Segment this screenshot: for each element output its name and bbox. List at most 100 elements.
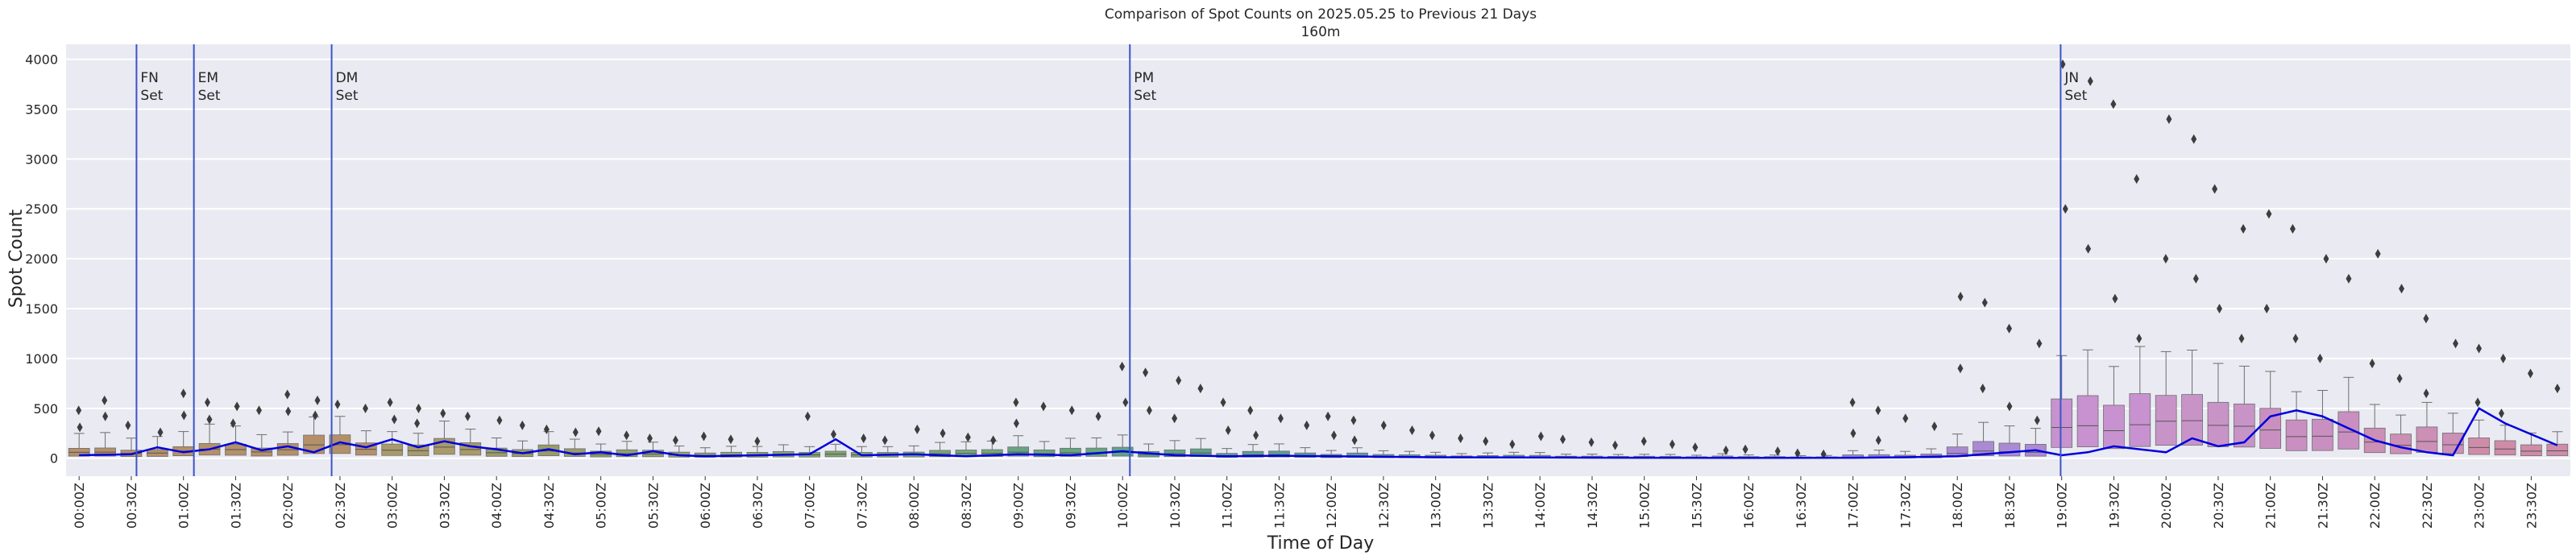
box — [2076, 395, 2099, 447]
x-tick-label: 21:30Z — [2315, 483, 2330, 529]
x-tick-label: 12:00Z — [1324, 483, 1339, 529]
vertical-marker-label: PM — [1134, 70, 1154, 86]
outlier-marker — [700, 431, 707, 442]
outlier-marker — [2166, 114, 2172, 124]
outlier-marker — [180, 410, 187, 421]
vertical-markers: FN Set EM Set DM Set PM Set JN Set — [135, 44, 2088, 476]
vertical-marker-label: Set — [198, 88, 221, 104]
outlier-marker — [1537, 431, 1544, 442]
outlier-marker — [1197, 384, 1204, 394]
box — [2520, 444, 2542, 457]
box — [2233, 403, 2255, 448]
x-tick-label: 11:00Z — [1220, 483, 1235, 529]
x-tick-label: 14:00Z — [1533, 483, 1548, 529]
x-tick-label: 12:30Z — [1376, 483, 1392, 529]
x-tick-label: 22:30Z — [2420, 483, 2435, 529]
x-tick-label: 07:00Z — [803, 483, 818, 529]
x-tick-label: 05:00Z — [594, 483, 609, 529]
outlier-marker — [391, 414, 397, 425]
box — [1033, 449, 1056, 458]
x-tick-label: 14:30Z — [1585, 483, 1600, 529]
outlier-marker — [2476, 343, 2483, 354]
outlier-marker — [1325, 411, 1331, 421]
box — [407, 444, 429, 456]
outlier-points — [76, 59, 2561, 459]
outlier-marker — [2423, 388, 2429, 399]
outlier-marker — [363, 403, 369, 413]
outlier-marker — [1612, 440, 1619, 450]
outlier-marker — [1331, 430, 1338, 441]
box — [2285, 419, 2308, 451]
x-tick-label: 15:30Z — [1689, 483, 1704, 529]
outlier-marker — [2191, 134, 2197, 144]
x-tick-label: 08:00Z — [906, 483, 922, 529]
outlier-marker — [728, 434, 734, 445]
outlier-marker — [1850, 428, 1856, 438]
outlier-marker — [2474, 397, 2481, 408]
outlier-marker — [2423, 313, 2429, 324]
outlier-marker — [2216, 304, 2222, 314]
outlier-marker — [881, 435, 888, 446]
outlier-marker — [1560, 434, 1566, 445]
x-tick-label: 11:30Z — [1271, 483, 1287, 529]
outlier-marker — [646, 433, 653, 443]
outlier-marker — [2240, 224, 2246, 234]
outlier-marker — [1253, 430, 1259, 441]
outlier-marker — [2317, 353, 2323, 363]
outlier-marker — [440, 409, 446, 419]
outlier-marker — [2323, 254, 2329, 264]
outlier-marker — [1774, 446, 1781, 457]
y-tick-label: 2500 — [25, 201, 58, 217]
box — [1268, 450, 1290, 458]
x-tick-label: 04:00Z — [489, 483, 504, 529]
outlier-marker — [1013, 397, 1019, 408]
outlier-marker — [2399, 284, 2405, 294]
outlier-marker — [1122, 397, 1129, 408]
x-tick-label: 07:30Z — [854, 483, 869, 529]
outlier-marker — [1820, 449, 1827, 459]
x-tick-label: 02:00Z — [280, 483, 296, 529]
outlier-marker — [572, 427, 579, 438]
box — [2468, 438, 2491, 455]
x-tick-label: 23:30Z — [2524, 483, 2539, 529]
x-tick-label: 00:00Z — [72, 483, 87, 529]
x-tick-label: 09:00Z — [1011, 483, 1027, 529]
box — [2207, 401, 2230, 447]
current-day-series — [79, 407, 2558, 459]
x-tick-label: 18:30Z — [2002, 483, 2018, 529]
outlier-marker — [1277, 413, 1284, 424]
outlier-marker — [157, 427, 164, 438]
outlier-marker — [1095, 411, 1101, 421]
x-tick-label: 06:00Z — [698, 483, 713, 529]
x-tick-label: 16:00Z — [1741, 483, 1757, 529]
outlier-marker — [1458, 433, 1464, 443]
outlier-marker — [2453, 338, 2459, 349]
outlier-marker — [2238, 334, 2245, 344]
outlier-marker — [312, 410, 318, 421]
y-tick-label: 2000 — [25, 251, 58, 267]
outlier-marker — [284, 389, 291, 400]
outlier-marker — [1981, 297, 1988, 308]
outlier-marker — [1143, 367, 1149, 378]
outlier-marker — [387, 397, 393, 408]
outlier-marker — [1742, 444, 1748, 454]
box — [2103, 404, 2125, 450]
x-tick-label: 02:30Z — [333, 483, 348, 529]
x-tick-label: 22:00Z — [2367, 483, 2383, 529]
current-day-line — [79, 407, 2558, 459]
outlier-marker — [204, 397, 210, 408]
vertical-marker-label: Set — [2064, 88, 2087, 104]
outlier-marker — [964, 432, 971, 442]
outlier-marker — [102, 411, 109, 421]
outlier-marker — [1247, 405, 1254, 416]
vertical-marker-label: JN — [2064, 70, 2079, 86]
outlier-marker — [2163, 254, 2169, 264]
box — [2181, 394, 2203, 446]
box — [485, 447, 508, 457]
outlier-marker — [1068, 405, 1075, 416]
outlier-marker — [940, 428, 946, 438]
y-tick-label: 0 — [50, 451, 58, 467]
outlier-marker — [1146, 405, 1152, 416]
outlier-marker — [2034, 415, 2040, 425]
